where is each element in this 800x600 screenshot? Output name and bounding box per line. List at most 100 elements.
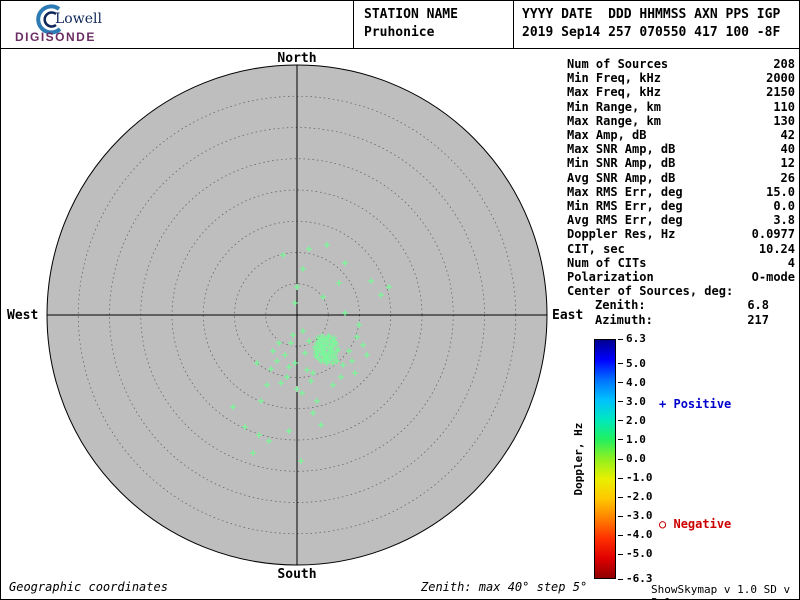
stat-value: 0.0977 <box>751 227 795 242</box>
colorbar-tick: 6.3 <box>618 332 646 346</box>
colorbar-tick: -5.0 <box>618 547 653 561</box>
stat-value: 2150 <box>766 85 795 100</box>
colorbar-tick: 1.0 <box>618 433 646 447</box>
stat-value: 6.8 <box>747 298 769 313</box>
negative-marker-icon: ○ <box>659 517 667 531</box>
stat-label: Azimuth: <box>595 312 653 327</box>
stat-row: Min Range, km 110 <box>567 100 795 114</box>
stat-label: Max SNR Amp, dB <box>567 142 676 157</box>
stats-panel: Num of Sources 208 Min Freq, kHz 2000 Max Fr… <box>567 57 795 327</box>
stat-row: Doppler Res, Hz 0.0977 <box>567 227 795 241</box>
colorbar-ticks: 6.3 5.0 4.0 3.0 2.0 1.0 0.0 -1.0 -2.0 -3.0 -4.0 -5.… <box>618 332 664 585</box>
colorbar-tick: 4.0 <box>618 376 646 390</box>
station-block: STATION NAME Pruhonice <box>353 1 458 49</box>
stat-value: 110 <box>773 99 795 114</box>
lowell-digisonde-logo: Lowell DIGISONDE <box>7 2 157 48</box>
stat-row: CIT, sec 10.24 <box>567 242 795 256</box>
stat-value: 217 <box>747 312 769 327</box>
stat-value: 130 <box>773 113 795 128</box>
stat-value: O-mode <box>751 270 795 285</box>
stat-row: Azimuth: 217 <box>567 313 795 327</box>
colorbar-tick: -4.0 <box>618 528 653 542</box>
colorbar-title: Doppler, Hz <box>572 422 585 496</box>
stat-row: Avg SNR Amp, dB 26 <box>567 171 795 185</box>
legend-negative: ○ Negative <box>659 517 731 531</box>
west-label: West <box>7 308 39 323</box>
stat-row: Max SNR Amp, dB 40 <box>567 142 795 156</box>
positive-marker-icon: + <box>659 397 667 411</box>
stat-row: Zenith: 6.8 <box>567 298 795 312</box>
stat-value: 2000 <box>766 71 795 86</box>
stat-row: Min RMS Err, deg 0.0 <box>567 199 795 213</box>
stat-row: Num of CITs 4 <box>567 256 795 270</box>
stat-label: Min SNR Amp, dB <box>567 156 676 171</box>
stat-value: 3.8 <box>773 213 795 228</box>
datetime-header-label: YYYY DATE DDD HHMMSS AXN PPS IGP <box>522 7 781 22</box>
colorbar-tick: -1.0 <box>618 471 653 485</box>
stat-row: Polarization O-mode <box>567 270 795 284</box>
positive-label: Positive <box>673 397 732 411</box>
stat-label: Max Freq, kHz <box>567 85 661 100</box>
stat-label: Max RMS Err, deg <box>567 184 683 199</box>
logo-digisonde-text: DIGISONDE <box>15 30 96 44</box>
colorbar-tick: -3.0 <box>618 509 653 523</box>
stat-value: 26 <box>780 170 795 185</box>
colorbar-gradient <box>594 339 616 579</box>
stat-value: 12 <box>780 156 795 171</box>
north-label: North <box>277 51 317 66</box>
stat-row: Num of Sources 208 <box>567 57 795 71</box>
colorbar-tick: -2.0 <box>618 490 653 504</box>
stat-label: Avg SNR Amp, dB <box>567 170 676 185</box>
logo-swoosh-icon <box>36 4 62 35</box>
coordinates-mode-label: Geographic coordinates <box>9 580 168 594</box>
datetime-block: YYYY DATE DDD HHMMSS AXN PPS IGP 2019 Se… <box>513 1 780 49</box>
colorbar-tick: 2.0 <box>618 414 646 428</box>
logo-lowell-text: Lowell <box>55 11 102 27</box>
south-label: South <box>277 567 317 582</box>
skymap-plot <box>46 64 548 566</box>
stat-label: Min Freq, kHz <box>567 71 661 86</box>
version-label: ShowSkymap v 1.0 SD v 5.1 <box>651 583 791 599</box>
stat-row: Min SNR Amp, dB 12 <box>567 156 795 170</box>
stat-label: Num of CITs <box>567 255 647 270</box>
stat-value: 15.0 <box>766 184 795 199</box>
stat-label: CIT, sec <box>567 241 625 256</box>
stat-label: Max Range, km <box>567 113 661 128</box>
stat-row: Max Freq, kHz 2150 <box>567 85 795 99</box>
east-label: East <box>552 308 584 323</box>
stat-row: Min Freq, kHz 2000 <box>567 71 795 85</box>
legend-positive: + Positive <box>659 397 731 411</box>
stat-label: Avg RMS Err, deg <box>567 213 683 228</box>
stat-row: Max RMS Err, deg 15.0 <box>567 185 795 199</box>
station-name-value: Pruhonice <box>364 25 435 40</box>
stat-row: Avg RMS Err, deg 3.8 <box>567 213 795 227</box>
colorbar-tick: 0.0 <box>618 452 646 466</box>
source-markers <box>230 242 392 464</box>
stat-label: Doppler Res, Hz <box>567 227 676 242</box>
station-name-label: STATION NAME <box>364 7 458 22</box>
datetime-value: 2019 Sep14 257 070550 417 100 -8F <box>522 25 781 40</box>
zenith-range-label: Zenith: max 40° step 5° <box>421 580 588 594</box>
stat-value: 0.0 <box>773 199 795 214</box>
stat-label: Max Amp, dB <box>567 128 647 143</box>
colorbar-tick: 3.0 <box>618 395 646 409</box>
stat-row: Center of Sources, deg: <box>567 284 795 298</box>
header: Lowell DIGISONDE STATION NAME Pruhonice … <box>1 1 799 49</box>
colorbar-tick: 5.0 <box>618 357 646 371</box>
stat-row: Max Amp, dB 42 <box>567 128 795 142</box>
stat-label: Min Range, km <box>567 99 661 114</box>
stat-label: Num of Sources <box>567 57 669 71</box>
stat-label: Min RMS Err, deg <box>567 199 683 214</box>
negative-label: Negative <box>673 517 732 531</box>
stat-label: Zenith: <box>595 298 646 313</box>
stat-value: 208 <box>773 57 795 71</box>
colorbar-tick: -6.3 <box>618 572 653 586</box>
stat-label: Polarization <box>567 270 654 285</box>
stat-label: Center of Sources, deg: <box>567 284 734 299</box>
stat-value: 40 <box>780 142 795 157</box>
stat-row: Max Range, km 130 <box>567 114 795 128</box>
stat-value: 4 <box>787 255 795 270</box>
stat-value: 42 <box>780 128 795 143</box>
stat-value: 10.24 <box>758 241 795 256</box>
